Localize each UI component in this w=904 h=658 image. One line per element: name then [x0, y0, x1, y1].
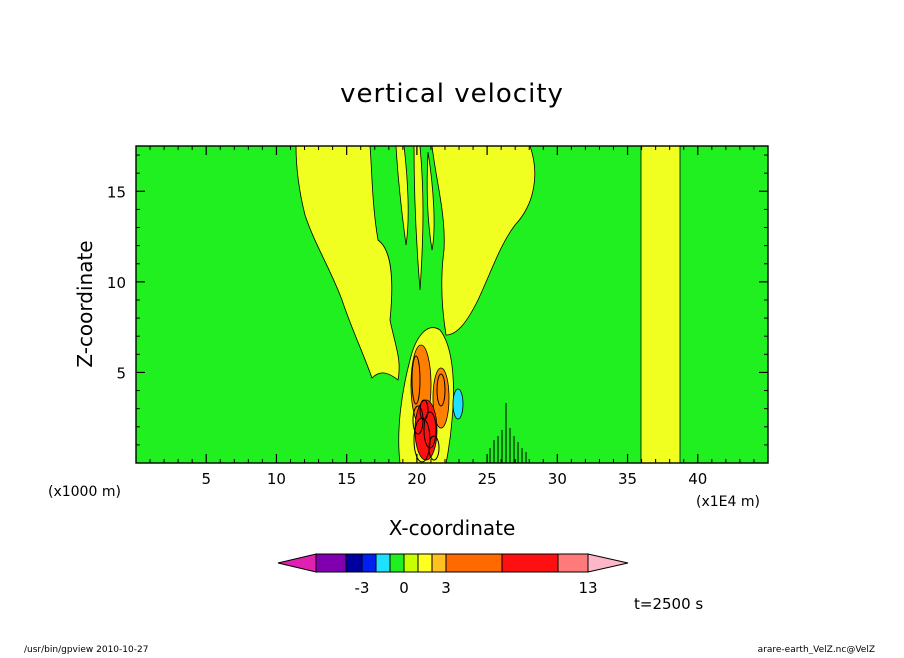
x-tick-label: 25 [478, 470, 497, 488]
y-tick-label: 10 [107, 274, 126, 292]
colorbar-label: 3 [441, 579, 451, 597]
core-contours [411, 355, 446, 463]
colorbar-segment [501, 553, 559, 573]
core-red [414, 399, 438, 461]
footer-right: arare-earth_VelZ.nc@VelZ [758, 645, 875, 654]
x-axis: 5 10 15 20 25 30 35 40 [149, 146, 755, 488]
x-tick-label: 30 [548, 470, 567, 488]
x-tick-label: 15 [337, 470, 356, 488]
yellow-streak-2 [413, 146, 424, 291]
footer-left: /usr/bin/gpview 2010-10-27 [24, 645, 148, 654]
x-tick-label: 35 [618, 470, 637, 488]
y-axis-label: Z-coordinate [73, 240, 97, 367]
y-axis: 5 10 15 [107, 154, 768, 446]
colorbar-segment [417, 553, 433, 573]
x-tick-label: 10 [267, 470, 286, 488]
colorbar-segment [361, 553, 377, 573]
colorbar-segment [345, 553, 363, 573]
chart-title: vertical velocity [340, 79, 564, 109]
colorbar-segment [315, 553, 347, 573]
colorbar-segment [403, 553, 419, 573]
yellow-streak-1 [395, 146, 409, 246]
x-unit-left: (x1000 m) [48, 484, 121, 500]
colorbar-arrow-right [587, 553, 629, 573]
x-unit-right: (x1E4 m) [696, 494, 760, 510]
colorbar-segment [557, 553, 589, 573]
y-tick-label: 5 [116, 364, 126, 382]
colorbar [277, 553, 629, 573]
yellow-plume-left [295, 146, 400, 381]
updraft-column [640, 146, 681, 463]
colorbar-label: 0 [399, 579, 409, 597]
yellow-streak-3 [426, 151, 435, 251]
x-axis-label: X-coordinate [389, 516, 516, 540]
colorbar-label: 13 [578, 579, 597, 597]
colorbar-segment [389, 553, 405, 573]
colorbar-segment [431, 553, 447, 573]
colorbar-segment [445, 553, 503, 573]
plot-frame [135, 145, 769, 464]
plot-area [136, 146, 768, 463]
x-tick-label: 40 [688, 470, 707, 488]
yellow-plume-right [431, 146, 536, 336]
time-label: t=2500 s [634, 595, 703, 613]
ripple-contours [489, 403, 527, 463]
y-tick-label: 15 [107, 183, 126, 201]
colorbar-label: -3 [355, 579, 370, 597]
colorbar-segment [375, 553, 391, 573]
downdraft-cyan [452, 388, 464, 420]
colorbar-arrow-left [277, 553, 317, 573]
colorbar-labels: -3 0 3 13 [355, 579, 598, 597]
x-tick-label: 20 [407, 470, 426, 488]
x-tick-label: 5 [201, 470, 211, 488]
